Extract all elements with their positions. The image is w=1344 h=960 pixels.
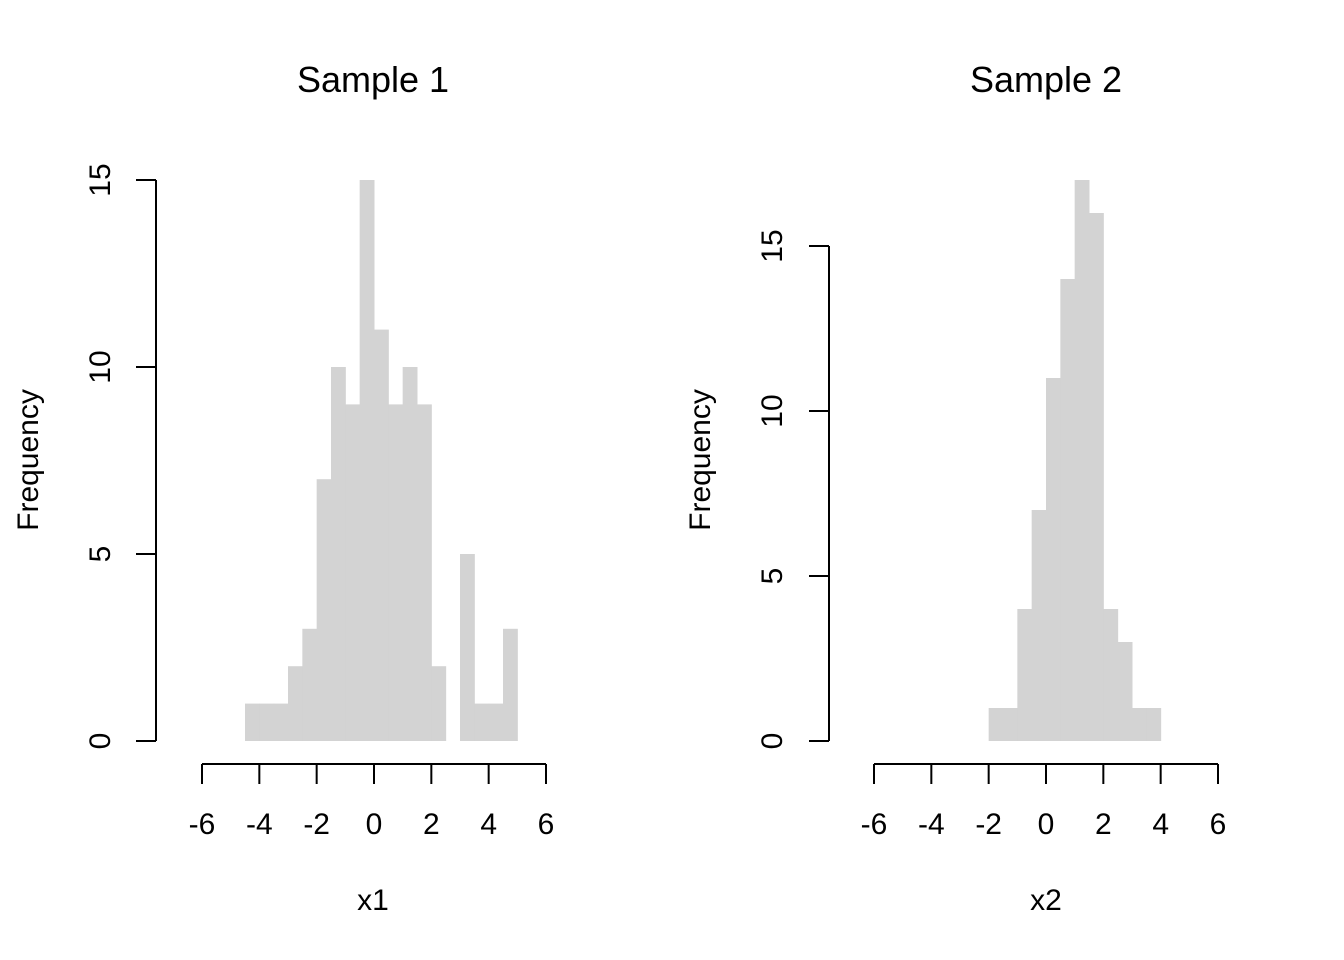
histogram-bar	[359, 180, 375, 741]
x-axis-label: x2	[1030, 884, 1062, 917]
histogram-bar	[417, 404, 432, 741]
histogram-bar	[345, 404, 361, 741]
histogram-bar	[1046, 378, 1061, 741]
histogram-bar	[1031, 510, 1047, 741]
x-tick-label: 6	[538, 808, 555, 841]
x-tick-label: -4	[918, 808, 945, 841]
chart-title: Sample 1	[297, 59, 449, 100]
x-tick-label: 4	[1152, 808, 1169, 841]
x-tick-label: -4	[246, 808, 273, 841]
histogram-bar	[259, 703, 275, 741]
histogram-bar	[488, 703, 504, 741]
histogram-bar	[316, 479, 332, 741]
histogram-bar	[1003, 708, 1018, 741]
chart-panel-1: Sample 1 -6 -4 -2 0 2 4 6 0 5 10 15 x1 Frequency	[12, 59, 554, 917]
y-tick-label: 15	[84, 163, 117, 196]
histogram-bar	[1017, 609, 1033, 741]
histogram-bar	[302, 628, 318, 741]
histogram-bar	[402, 367, 418, 741]
y-axis-label: Frequency	[12, 389, 45, 531]
x-tick-label: 2	[423, 808, 440, 841]
x-tick-label: 0	[1038, 808, 1055, 841]
x-tick-label: 4	[480, 808, 497, 841]
y-tick-label: 0	[84, 733, 117, 750]
histogram-bar	[1146, 708, 1162, 741]
y-tick-label: 10	[84, 350, 117, 383]
x-tick-label: -6	[861, 808, 888, 841]
y-tick-label: 5	[84, 546, 117, 563]
histogram-bar	[431, 666, 447, 741]
histogram-bar	[474, 703, 490, 741]
histogram-bar	[1089, 213, 1104, 741]
chart-panel-2: Sample 2 -6 -4 -2 0 2 4 6 0 5 10 15 x2 Frequency	[684, 59, 1226, 917]
x-tick-label: 6	[1210, 808, 1227, 841]
x-tick-label: -2	[975, 808, 1002, 841]
x-tick-label: -2	[303, 808, 330, 841]
histogram-bar	[273, 703, 289, 741]
histogram-bar	[503, 628, 518, 741]
x-tick-label: 0	[366, 808, 383, 841]
y-tick-label: 0	[756, 733, 789, 750]
histogram-bar	[288, 666, 303, 741]
histogram-bar	[245, 703, 260, 741]
x-axis-label: x1	[357, 884, 389, 917]
y-tick-label: 5	[756, 568, 789, 585]
histogram-bar	[1103, 609, 1119, 741]
chart-title: Sample 2	[970, 59, 1122, 100]
x-tick-label: 2	[1095, 808, 1112, 841]
histogram-bar	[460, 554, 475, 741]
histogram-bar	[388, 404, 404, 741]
histogram-bar	[374, 329, 389, 741]
histogram-bar	[331, 367, 346, 741]
histogram-bar	[1117, 642, 1133, 741]
y-axis-label: Frequency	[684, 389, 717, 531]
y-tick-label: 15	[756, 229, 789, 262]
y-tick-label: 10	[756, 394, 789, 427]
histogram-bar	[1132, 708, 1147, 741]
x-tick-label: -6	[189, 808, 216, 841]
histogram-bar	[1060, 279, 1076, 741]
histogram-bar	[1074, 180, 1090, 741]
histogram-bar	[988, 708, 1004, 741]
